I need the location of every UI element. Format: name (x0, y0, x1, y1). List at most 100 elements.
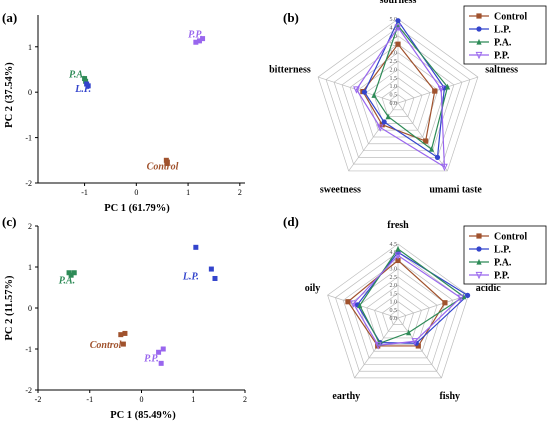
radial-tick-label: 2.5 (390, 59, 398, 65)
radial-tick-label: 1.5 (390, 291, 398, 297)
series-marker (374, 342, 382, 350)
radial-tick-label: 4.5 (390, 25, 398, 31)
data-point (158, 360, 164, 366)
radar-grid-ring (342, 260, 454, 365)
radar-grid-ring (317, 18, 479, 172)
data-point (82, 76, 88, 82)
data-point (85, 83, 91, 89)
series-marker (437, 85, 445, 94)
series-marker (442, 300, 448, 306)
data-point (164, 160, 170, 166)
series-marker (381, 119, 387, 125)
radial-tick-label: 3.0 (390, 51, 398, 57)
x-tick-label: 2 (243, 395, 247, 404)
radar-spoke (397, 102, 448, 172)
series-marker (353, 86, 360, 94)
series-marker (415, 343, 421, 349)
radar-grid-ring (389, 309, 407, 326)
series-marker (432, 88, 438, 94)
series-marker (441, 163, 448, 172)
axis-label-umami-taste: umami taste (429, 184, 482, 195)
radial-tick-label: 3.0 (390, 267, 398, 273)
series-marker (476, 246, 482, 252)
x-tick-label: 2 (238, 188, 242, 197)
series-marker (395, 257, 401, 264)
axis-label-acidic: acidic (476, 283, 502, 294)
series-marker (375, 343, 381, 349)
x-axis-title-a: PC 1 (61.79%) (104, 203, 170, 214)
legend: Control L.P. P.A. P.P. (463, 5, 547, 65)
radar-grid-ring (389, 94, 407, 111)
group-label: Control (147, 161, 179, 172)
series-marker (476, 26, 482, 32)
y-tick-label: 2 (28, 222, 32, 231)
legend: Control L.P. P.A. P.P. (463, 225, 547, 285)
axis-label-sweetness: sweetness (320, 184, 361, 195)
data-point (200, 36, 206, 42)
legend-entry: Control (494, 232, 527, 243)
series-marker (376, 124, 384, 132)
series-marker (476, 258, 482, 265)
legend-entry: P.A. (494, 38, 512, 49)
radial-tick-label: 1.5 (390, 76, 398, 82)
radar-spoke (397, 294, 469, 319)
y-axis-title-c: PC 2 (11.57%) (4, 275, 15, 341)
x-axis-title-c: PC 1 (85.49%) (110, 410, 176, 421)
legend-entry: P.P. (494, 51, 510, 62)
x-tick-label: -1 (86, 395, 93, 404)
series-marker (371, 92, 377, 98)
radar-spoke (397, 76, 478, 104)
data-point (156, 349, 162, 355)
radar-grid-ring (374, 292, 422, 339)
y-tick-label: -1 (25, 345, 32, 354)
series-marker (361, 89, 368, 95)
radar-grid-ring (358, 276, 438, 352)
data-point (193, 244, 199, 250)
series-marker (411, 338, 419, 346)
group-label: P.P. (188, 30, 203, 41)
radar-grid-ring (341, 43, 455, 151)
legend-entry: L.P. (494, 245, 511, 256)
data-point (212, 275, 218, 281)
series-marker (475, 51, 483, 60)
series-marker (406, 329, 412, 336)
series-marker (434, 154, 441, 160)
x-tick-label: -1 (81, 188, 88, 197)
x-tick-label: 1 (186, 188, 190, 197)
data-point (193, 39, 199, 45)
data-point (71, 270, 77, 276)
radar-spoke (327, 294, 399, 319)
group-label: L.P. (182, 271, 199, 282)
data-point (208, 266, 214, 272)
radar-grid-ring (381, 85, 415, 117)
group-label: P.A. (69, 70, 86, 81)
legend-entry: P.P. (494, 271, 510, 282)
radial-tick-label: 2.0 (390, 67, 398, 73)
axis-label-fresh: fresh (387, 220, 409, 231)
panel-label-b: (b) (283, 10, 299, 25)
radial-tick-label: 4.0 (390, 34, 398, 40)
radar-chart-b: (b) 0.0 0.5 1.0 1.5 2.0 2.5 3.0 3.5 4.0 4.5 5.0 sou… (269, 0, 547, 195)
axis-label-fishy: fishy (439, 391, 460, 402)
radial-tick-label: 5.0 (390, 17, 398, 23)
series-marker (395, 245, 401, 252)
legend-entry: L.P. (494, 25, 511, 36)
radial-tick-label: 4.5 (390, 242, 398, 248)
x-tick-label: 0 (140, 395, 144, 404)
series-marker (423, 138, 429, 144)
group-label: L.P. (74, 84, 91, 95)
series-marker (395, 41, 401, 47)
radar-chart-d: (d) 0.00.51.01.52.02.53.03.54.04.5fresha… (283, 214, 547, 402)
data-point (196, 38, 202, 44)
radial-tick-label: 2.0 (390, 283, 398, 289)
series-marker (475, 271, 483, 280)
series-marker (457, 294, 464, 302)
series-line (358, 248, 465, 345)
radial-tick-label: 0.0 (390, 101, 398, 107)
radial-tick-label: 1.0 (390, 300, 398, 306)
series-marker (357, 302, 363, 309)
radar-spoke (348, 102, 399, 172)
panel-label-d: (d) (283, 214, 299, 229)
series-marker (350, 300, 357, 308)
